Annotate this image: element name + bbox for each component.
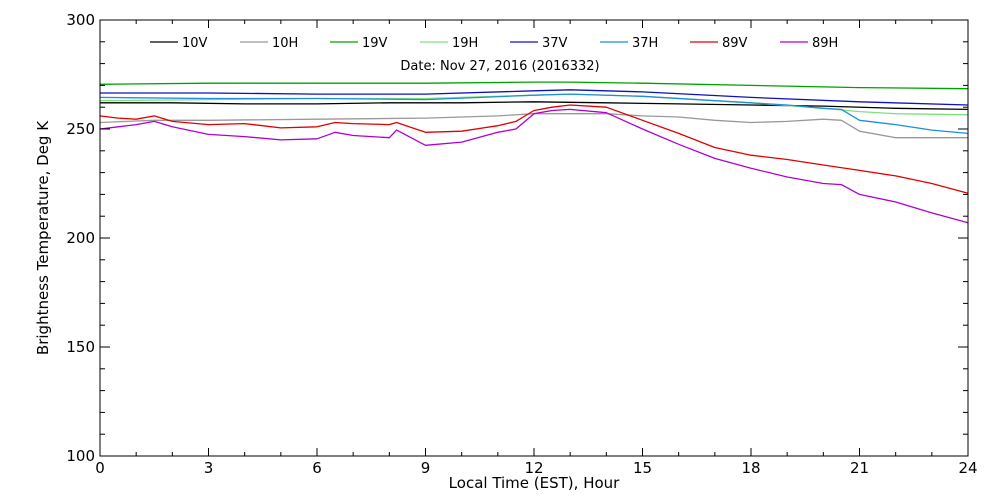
- legend-label-37h: 37H: [632, 36, 658, 51]
- series-line-19v: [99, 81, 969, 90]
- y-tick-label: 250: [66, 120, 95, 138]
- y-tick-label: 200: [66, 229, 95, 247]
- series-line-37h: [99, 93, 969, 135]
- series-line-10h: [99, 113, 968, 139]
- axes: 0 3 6 9 12 15 18 21 24 100 150 200 250 300: [66, 11, 977, 477]
- x-tick-label: 9: [421, 459, 431, 477]
- series-line-89h: [99, 108, 969, 224]
- legend-label-10h: 10H: [272, 36, 298, 51]
- legend: 10V 10H 19V 19H 37V 37H 89V 89H: [150, 36, 838, 51]
- series-line-10v: [100, 101, 969, 111]
- x-tick-label: 12: [524, 459, 543, 477]
- y-tick-label: 150: [66, 338, 95, 356]
- legend-label-37v: 37V: [542, 36, 568, 51]
- date-annotation: Date: Nov 27, 2016 (2016332): [400, 59, 599, 74]
- x-tick-label: 3: [204, 459, 214, 477]
- legend-label-10v: 10V: [182, 36, 208, 51]
- y-tick-label: 100: [66, 447, 95, 465]
- plot-frame: [99, 19, 969, 457]
- x-axis-label: Local Time (EST), Hour: [449, 474, 620, 492]
- x-tick-label: 24: [958, 459, 977, 477]
- x-tick-label: 21: [850, 459, 869, 477]
- x-tick-label: 15: [633, 459, 652, 477]
- x-tick-label: 6: [312, 459, 322, 477]
- legend-label-19v: 19V: [362, 36, 388, 51]
- y-axis-label: Brightness Temperature, Deg K: [34, 120, 52, 355]
- legend-label-89v: 89V: [722, 36, 748, 51]
- x-tick-label: 0: [95, 459, 105, 477]
- series-line-89v: [99, 104, 969, 194]
- legend-label-19h: 19H: [452, 36, 478, 51]
- series-line-37v: [100, 89, 969, 106]
- x-tick-label: 18: [741, 459, 760, 477]
- series-line-19h: [99, 93, 969, 116]
- y-tick-label: 300: [66, 11, 95, 29]
- legend-label-89h: 89H: [812, 36, 838, 51]
- plot-area: [99, 81, 969, 224]
